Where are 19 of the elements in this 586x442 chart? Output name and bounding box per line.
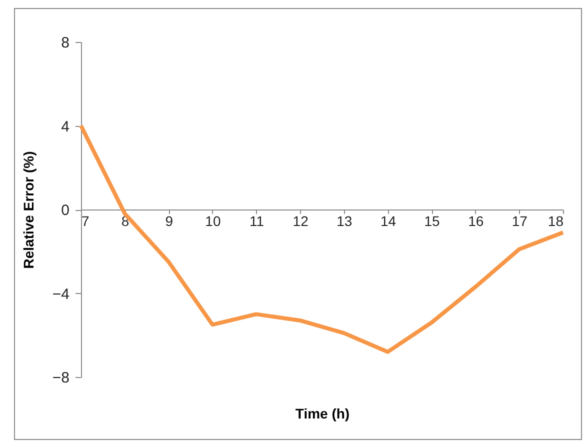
y-tick-label: −4 [52, 286, 70, 303]
x-tick-label: 7 [82, 213, 90, 229]
x-tick-label: 15 [424, 213, 440, 229]
y-tick-label: −8 [52, 370, 70, 386]
x-tick-label: 13 [336, 213, 352, 229]
line-series [79, 124, 565, 354]
y-axis-title: Relative Error (%) [20, 151, 36, 269]
x-tick-label: 17 [512, 213, 528, 229]
x-tick-label: 18 [548, 213, 564, 229]
y-tick-label: 0 [61, 202, 70, 219]
x-tick-label: 14 [380, 213, 396, 229]
y-tick-label: 4 [61, 118, 70, 136]
x-tick-label: 10 [205, 213, 221, 229]
x-axis-title: Time (h) [295, 406, 350, 422]
x-tick-label: 9 [165, 213, 174, 229]
x-tick-label: 16 [468, 213, 484, 229]
y-tick-label: 8 [61, 34, 70, 52]
x-tick-label: 12 [292, 213, 309, 229]
x-tick-label: 11 [250, 213, 264, 229]
